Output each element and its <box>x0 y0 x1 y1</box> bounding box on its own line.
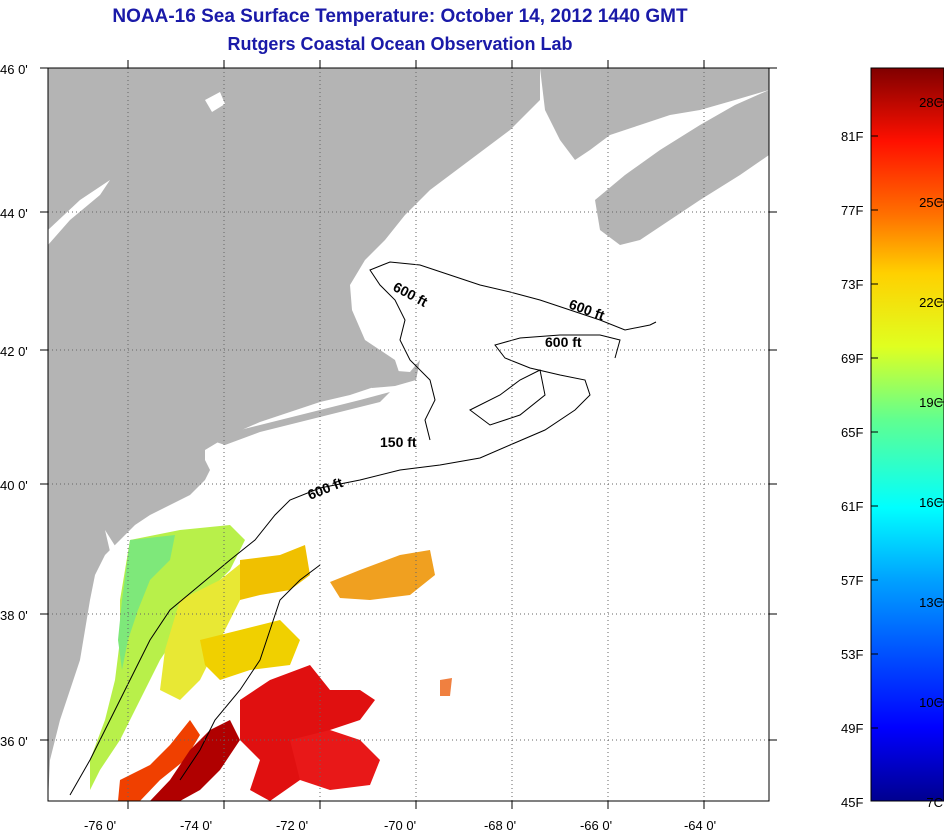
land-new-brunswick <box>540 68 769 160</box>
colorbar-f-label: 57F <box>841 573 863 588</box>
map-grid <box>48 68 769 801</box>
lat-label: 46 0' <box>0 62 28 77</box>
colorbar-f-label: 53F <box>841 647 863 662</box>
lon-label: -66 0' <box>580 818 612 833</box>
colorbar-c-label: 16C <box>919 495 943 510</box>
colorbar-f-label: 73F <box>841 277 863 292</box>
colorbar-c-label: 19C <box>919 395 943 410</box>
colorbar-f-label: 81F <box>841 129 863 144</box>
colorbar-max-c: 7C <box>926 795 943 810</box>
map-ticks <box>40 60 777 809</box>
lake-1 <box>48 180 110 245</box>
lon-label: -72 0' <box>276 818 308 833</box>
contour-label: 600 ft <box>545 334 582 350</box>
colorbar-min-f: 45F <box>841 795 863 810</box>
contour-label: 150 ft <box>380 434 417 450</box>
land-nova-scotia <box>595 90 769 245</box>
colorbar-f-label: 69F <box>841 351 863 366</box>
colorbar-c-label: 13C <box>919 595 943 610</box>
land-mainland <box>48 68 540 801</box>
lon-label: -68 0' <box>484 818 516 833</box>
colorbar-ticks <box>871 101 944 729</box>
lat-label: 44 0' <box>0 206 28 221</box>
colorbar-f-label: 77F <box>841 203 863 218</box>
lon-label: -76 0' <box>84 818 116 833</box>
colorbar-f-label: 65F <box>841 425 863 440</box>
land-cape-cod <box>360 360 420 388</box>
colorbar-f-label: 49F <box>841 721 863 736</box>
lat-label: 42 0' <box>0 344 28 359</box>
lon-label: -74 0' <box>180 818 212 833</box>
lon-label: -70 0' <box>384 818 416 833</box>
lat-label: 38 0' <box>0 608 28 623</box>
colorbar-c-label: 22C <box>919 295 943 310</box>
land-long-island <box>210 392 390 445</box>
chesapeake-bay <box>78 530 124 760</box>
sst-data <box>90 525 452 801</box>
map-title: NOAA-16 Sea Surface Temperature: October… <box>112 6 688 27</box>
colorbar-c-label: 25C <box>919 195 943 210</box>
lat-label: 40 0' <box>0 478 28 493</box>
colorbar <box>870 67 944 802</box>
colorbar-c-label: 28C <box>919 95 943 110</box>
lake-2 <box>205 92 225 112</box>
lon-label: -64 0' <box>684 818 716 833</box>
colorbar-c-label: 10C <box>919 695 943 710</box>
colorbar-f-label: 61F <box>841 499 863 514</box>
lat-label: 36 0' <box>0 734 28 749</box>
map-subtitle: Rutgers Coastal Ocean Observation Lab <box>227 34 573 54</box>
